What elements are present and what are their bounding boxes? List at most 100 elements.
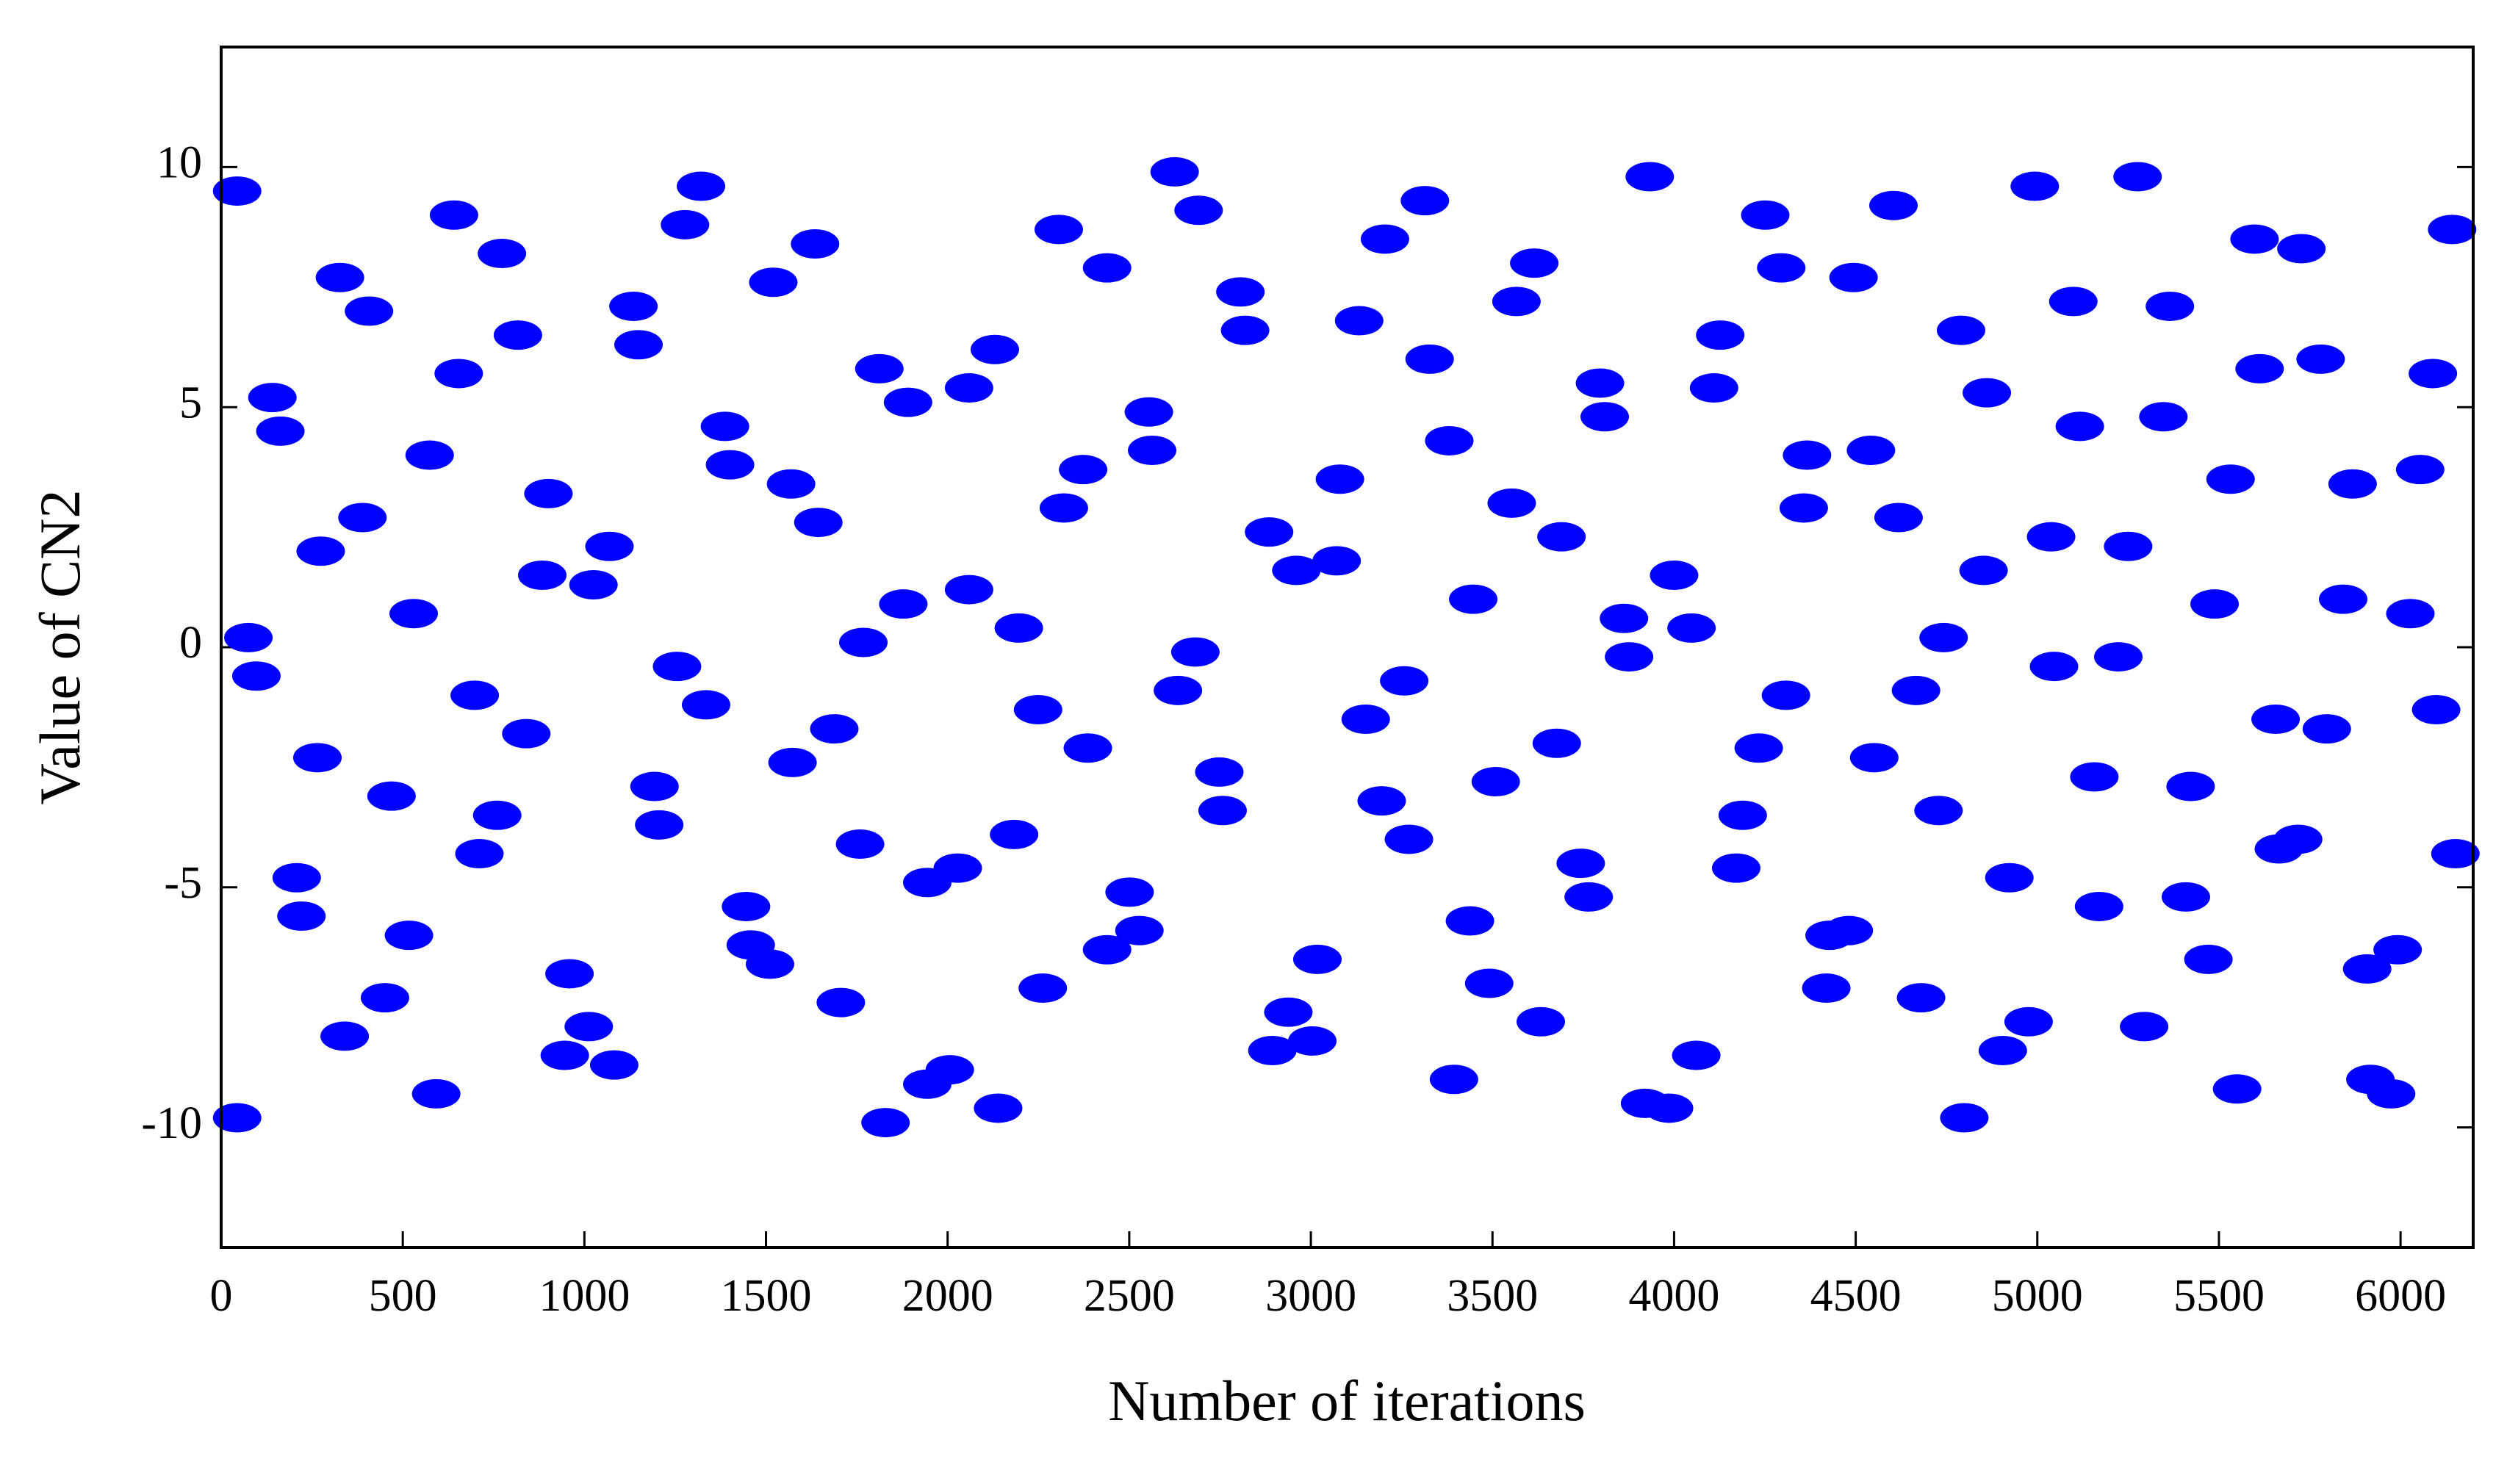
point [540, 1040, 589, 1070]
point [272, 862, 321, 893]
point [1779, 493, 1828, 523]
point [429, 200, 478, 230]
point [1315, 464, 1364, 494]
point [478, 239, 527, 269]
point [630, 771, 679, 802]
point [315, 262, 364, 292]
point [768, 747, 817, 777]
point [1471, 767, 1520, 797]
x-tick-label: 3000 [1265, 1271, 1356, 1321]
point [1039, 493, 1088, 523]
point [1082, 253, 1132, 283]
point [2367, 1078, 2416, 1109]
point [585, 531, 634, 561]
point [502, 718, 551, 749]
point [1757, 253, 1806, 283]
y-tick-label: 10 [157, 138, 202, 188]
point [212, 1103, 262, 1133]
point [1985, 862, 2034, 893]
point [384, 921, 434, 951]
point [925, 1055, 974, 1085]
point [2319, 584, 2368, 614]
point [2431, 839, 2480, 869]
point [2004, 1006, 2053, 1037]
point [2161, 882, 2210, 912]
point [2120, 1012, 2169, 1042]
point [1914, 796, 1963, 826]
point [1936, 315, 1985, 345]
point [1689, 373, 1738, 403]
point [1082, 934, 1132, 965]
point [405, 440, 454, 470]
x-tick-label: 3500 [1447, 1271, 1538, 1321]
point [2212, 1074, 2262, 1104]
point [609, 291, 658, 321]
point [970, 334, 1019, 364]
x-tick-label: 1000 [539, 1271, 630, 1321]
point [1734, 733, 1783, 763]
point [2055, 411, 2104, 442]
point [1170, 637, 1220, 667]
y-axis-title: Value of CN2 [28, 490, 92, 805]
point [2277, 234, 2326, 264]
point [545, 959, 594, 989]
point [1869, 190, 1918, 220]
point [1198, 796, 1247, 826]
point [652, 652, 702, 682]
point [1696, 320, 1745, 350]
point [1400, 186, 1450, 216]
point [1940, 1103, 1989, 1133]
point [1174, 195, 1223, 226]
point [2302, 714, 2351, 744]
point [1537, 522, 1586, 552]
point [1288, 1026, 1337, 1056]
point [1605, 642, 1654, 672]
point [1672, 1040, 1721, 1070]
point [2273, 824, 2323, 854]
point [360, 983, 409, 1013]
point [1272, 555, 1321, 586]
y-tick-label: 0 [179, 618, 202, 668]
point [1245, 517, 1294, 547]
point [1919, 622, 1968, 652]
point [1018, 973, 1068, 1004]
point [450, 680, 500, 710]
point [994, 613, 1043, 643]
point [1564, 882, 1614, 912]
point [879, 589, 928, 619]
point [1600, 603, 1649, 633]
x-tick-label: 6000 [2355, 1271, 2446, 1321]
point [2094, 642, 2143, 672]
point [1059, 455, 1108, 485]
point [1034, 215, 1083, 245]
point [2070, 762, 2119, 792]
point [635, 810, 684, 840]
point [1625, 162, 1675, 192]
point [2184, 944, 2233, 974]
point [345, 296, 394, 326]
x-tick-label: 5500 [2173, 1271, 2265, 1321]
point [883, 387, 932, 417]
point [2029, 652, 2079, 682]
point [1487, 488, 1536, 518]
point [944, 574, 993, 605]
point [1580, 402, 1629, 432]
point [212, 176, 262, 206]
point [749, 267, 798, 298]
point [524, 478, 573, 508]
point [661, 209, 710, 239]
point [1532, 728, 1581, 758]
point [2235, 353, 2284, 383]
point [2411, 694, 2461, 724]
x-tick-label: 0 [210, 1271, 233, 1321]
point [320, 1021, 370, 1051]
point [224, 622, 273, 652]
point [1978, 1036, 2027, 1066]
point [745, 949, 794, 979]
point [1963, 378, 2012, 408]
point [434, 359, 483, 389]
point [256, 416, 305, 446]
point [2190, 589, 2240, 619]
point [493, 320, 542, 350]
point [1464, 968, 1514, 998]
